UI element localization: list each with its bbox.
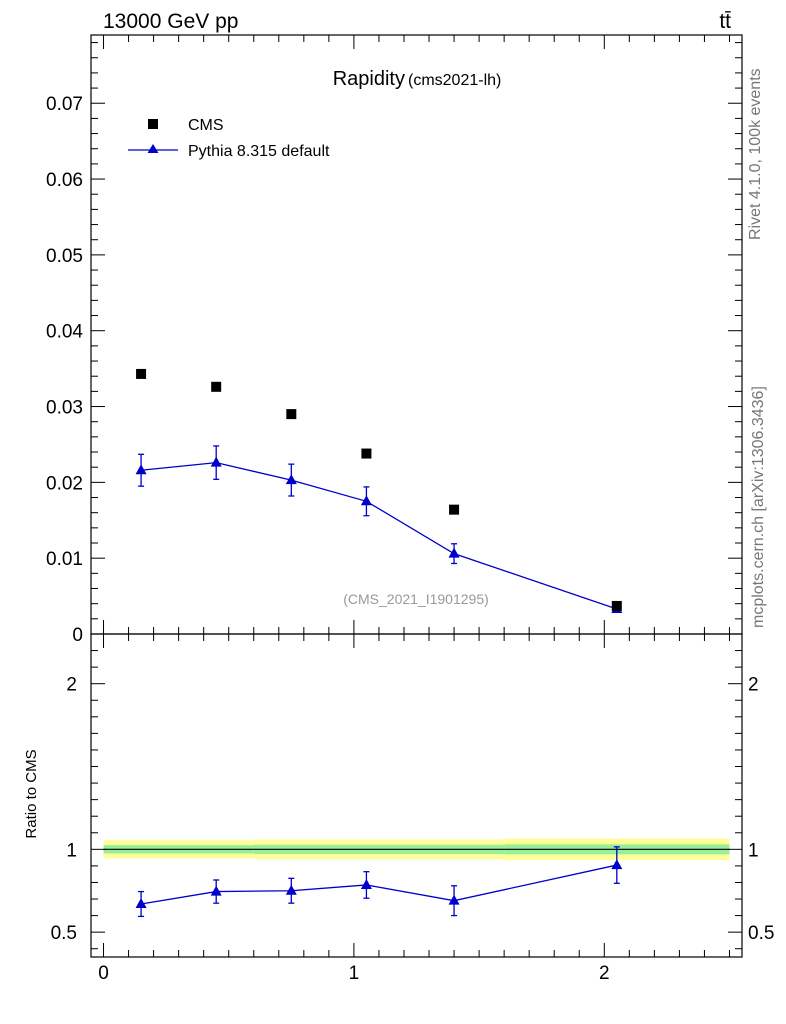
ratio-pythia-point (135, 897, 147, 908)
ratio-y-axis-label: Ratio to CMS (23, 749, 40, 838)
legend-cms-label: CMS (188, 117, 224, 134)
legend-cms-marker (148, 119, 158, 129)
main-y-tick-label: 0.04 (46, 322, 83, 343)
main-axis-ticks (91, 35, 742, 635)
legend-pythia-label: Pythia 8.315 default (188, 143, 330, 160)
x-tick-labels: 0 1 2 (98, 963, 609, 984)
main-y-tick-label: 0.06 (46, 170, 83, 191)
ratio-frame (90, 633, 743, 958)
main-pythia-point (285, 474, 297, 485)
main-y-tick-label: 0.05 (46, 246, 83, 267)
ratio-y-tick-labels: 0.5 0.5 1 1 2 2 (51, 675, 775, 944)
ratio-panel: 0.5 0.5 1 1 2 2 0 1 2 Ratio to CMS (23, 633, 775, 984)
chart-title-suffix: (cms2021-lh) (408, 72, 501, 89)
ratio-y-tick-label-left: 2 (66, 675, 77, 696)
chart-title: Rapidity (333, 68, 405, 90)
main-pythia-series (135, 445, 623, 613)
ratio-axis-ticks (91, 634, 742, 957)
energy-label: 13000 GeV pp (103, 10, 238, 33)
main-cms-point (211, 381, 222, 392)
ratio-pythia-point (285, 884, 297, 895)
process-label: tt̄ (719, 10, 731, 33)
source-label: mcplots.cern.ch [arXiv:1306.3436] (750, 386, 767, 628)
legend-pythia-marker (147, 144, 159, 153)
ratio-pythia-series (135, 846, 623, 918)
rivet-version-label: Rivet 4.1.0, 100k events (747, 68, 764, 240)
ratio-y-tick-label-left: 0.5 (51, 923, 77, 944)
ratio-y-tick-label-left: 1 (66, 840, 77, 861)
main-pythia-point (135, 464, 147, 475)
ratio-pythia-point (210, 885, 222, 896)
main-cms-point (449, 504, 460, 515)
main-cms-point (611, 600, 622, 611)
ratio-y-tick-label-right: 0.5 (748, 923, 774, 944)
ratio-y-tick-label-right: 2 (748, 675, 759, 696)
main-pythia-line (141, 461, 618, 610)
main-cms-point (136, 368, 147, 379)
ratio-pythia-line (140, 864, 617, 905)
main-y-tick-label: 0.07 (46, 94, 83, 115)
ratio-pythia-point (360, 878, 372, 889)
x-tick-label: 0 (98, 963, 109, 984)
main-panel: 0 0.01 0.02 0.03 0.04 0.05 0.06 0.07 Rapidity (… (46, 34, 743, 646)
main-cms-series (136, 368, 622, 611)
analysis-watermark: (CMS_2021_I1901295) (343, 591, 489, 607)
main-y-tick-label: 0.01 (46, 549, 83, 570)
main-y-tick-label: 0.03 (46, 398, 83, 419)
ratio-pythia-point (611, 859, 623, 870)
main-cms-point (286, 409, 297, 420)
main-pythia-point (360, 495, 372, 506)
ratio-y-tick-label-right: 1 (748, 840, 759, 861)
x-tick-label: 2 (599, 963, 610, 984)
x-tick-label: 1 (349, 963, 360, 984)
legend: CMS Pythia 8.315 default (128, 117, 330, 160)
ratio-pythia-point (448, 894, 460, 905)
main-pythia-point (210, 456, 222, 467)
main-cms-point (361, 448, 372, 459)
main-y-tick-labels: 0 0.01 0.02 0.03 0.04 0.05 0.06 0.07 (46, 94, 83, 646)
main-pythia-point (448, 547, 460, 558)
main-y-tick-label: 0 (72, 625, 83, 646)
main-y-tick-label: 0.02 (46, 473, 83, 494)
